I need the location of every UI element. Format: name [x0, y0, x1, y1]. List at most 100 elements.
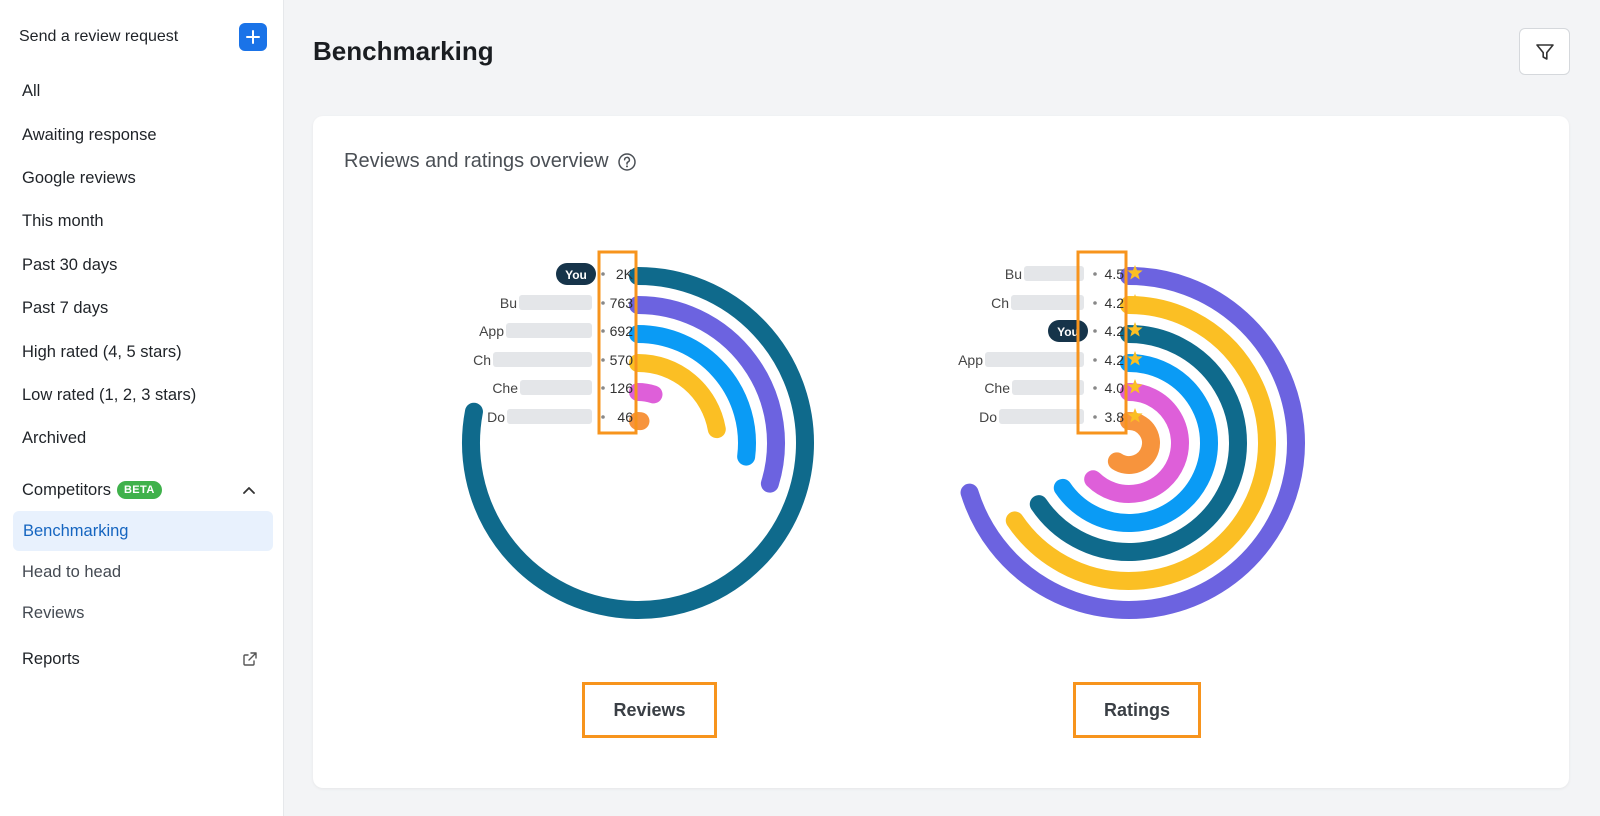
reviews-label-5: Do: [487, 409, 505, 425]
star-icon-2: [1127, 322, 1143, 337]
reviews-arc-3: [629, 354, 726, 439]
external-link-icon: [243, 652, 257, 666]
sidebar-item-low-rated[interactable]: Low rated (1, 2, 3 stars): [22, 386, 197, 404]
ratings-blurred-name-1: [1011, 295, 1084, 310]
benchmarking-label: Benchmarking: [23, 521, 129, 540]
star-icon-5: [1127, 408, 1143, 423]
send-review-request-label: Send a review request: [19, 28, 179, 45]
ratings-arc-4: [1084, 383, 1189, 503]
reviews-value-4: 126: [610, 380, 634, 396]
ratings-blurred-name-0: [1024, 266, 1084, 281]
ratings-arc-2: [1029, 325, 1247, 561]
sidebar-item-head-to-head[interactable]: Head to head: [22, 563, 122, 581]
ratings-values-highlight: [1076, 250, 1128, 435]
reviews-dot-4: [601, 386, 605, 390]
ratings-dot-2: [1093, 329, 1097, 333]
ratings-blurred-name-5: [999, 409, 1084, 424]
ratings-dot-1: [1093, 301, 1097, 305]
sidebar-item-this-month[interactable]: This month: [22, 212, 104, 230]
reviews-values-highlight: [597, 250, 638, 435]
sidebar: Send a review request All Awaiting respo…: [0, 0, 284, 816]
ratings-value-3: 4.2: [1105, 352, 1125, 368]
ratings-value-0: 4.5: [1105, 266, 1125, 282]
reviews-value-3: 570: [610, 352, 634, 368]
reviews-dot-3: [601, 358, 605, 362]
star-icon-1: [1127, 294, 1143, 309]
sidebar-item-archived[interactable]: Archived: [22, 429, 87, 447]
card-title: Reviews and ratings overview: [344, 150, 637, 173]
reviews-value-5: 46: [617, 409, 633, 425]
ratings-blurred-name-3: [985, 352, 1084, 367]
ratings-label-5: Do: [979, 409, 997, 425]
ratings-chart-button[interactable]: Ratings: [1073, 682, 1201, 738]
reviews-blurred-name-1: [519, 295, 592, 310]
reviews-dot-2: [601, 329, 605, 333]
plus-icon: [246, 30, 260, 44]
reviews-dot-1: [601, 301, 605, 305]
reviews-label-3: Ch: [473, 352, 491, 368]
star-icon-4: [1127, 379, 1143, 394]
chevron-up-icon[interactable]: [242, 485, 256, 495]
reviews-blurred-name-3: [493, 352, 592, 367]
ratings-dot-5: [1093, 415, 1097, 419]
sidebar-item-reviews[interactable]: Reviews: [22, 604, 85, 622]
sidebar-item-past-7-days[interactable]: Past 7 days: [22, 299, 109, 317]
card-title-text: Reviews and ratings overview: [344, 150, 609, 172]
ratings-blurred-name-4: [1012, 380, 1084, 395]
reviews-arc-2: [629, 325, 756, 466]
sidebar-item-benchmarking[interactable]: Benchmarking: [13, 511, 273, 551]
sidebar-item-google-reviews[interactable]: Google reviews: [22, 169, 136, 187]
add-review-request-button[interactable]: [239, 23, 267, 51]
reviews-you-badge: [556, 263, 596, 285]
send-review-request-row[interactable]: Send a review request: [19, 22, 267, 52]
reports-label: Reports: [22, 649, 80, 668]
reviews-arc-1: [629, 296, 785, 493]
sidebar-item-high-rated[interactable]: High rated (4, 5 stars): [22, 343, 182, 361]
page-title: Benchmarking: [313, 36, 494, 66]
ratings-label-2: You: [1057, 325, 1079, 339]
reviews-label-4: Che: [492, 380, 518, 396]
sidebar-competitors-toggle[interactable]: Competitors BETA: [22, 478, 262, 502]
ratings-label-3: App: [958, 352, 983, 368]
ratings-value-2: 4.2: [1105, 323, 1125, 339]
reviews-arc-4: [629, 383, 663, 404]
reviews-value-0: 2K: [616, 266, 634, 282]
help-icon[interactable]: [617, 152, 637, 172]
ratings-arc-5: [1107, 412, 1160, 474]
ratings-dot-4: [1093, 386, 1097, 390]
charts-area: You 2K Bu 763 App 692 Ch 570 Che 126 Do 46 Bu 4.5 Ch 4.…: [462, 250, 1305, 619]
ratings-value-4: 4.0: [1105, 380, 1125, 396]
reviews-blurred-name-2: [506, 323, 592, 338]
ratings-label-0: Bu: [1005, 266, 1022, 282]
reviews-value-2: 692: [610, 323, 634, 339]
star-icon-3: [1127, 351, 1143, 366]
reviews-value-1: 763: [610, 295, 634, 311]
star-icon-0: [1127, 265, 1143, 280]
reviews-chart-button[interactable]: Reviews: [582, 682, 717, 738]
filter-button[interactable]: [1519, 28, 1570, 75]
sidebar-item-reports[interactable]: Reports: [22, 648, 262, 670]
beta-badge: BETA: [116, 481, 162, 499]
sidebar-item-all[interactable]: All: [22, 82, 41, 100]
reviews-label-2: App: [479, 323, 504, 339]
reviews-ratings-card: Reviews and ratings overview You 2K Bu 763 A…: [313, 116, 1569, 788]
sidebar-item-past-30-days[interactable]: Past 30 days: [22, 256, 118, 274]
reviews-arc-0: [462, 267, 814, 619]
reviews-blurred-name-4: [520, 380, 592, 395]
ratings-dot-3: [1093, 358, 1097, 362]
ratings-value-1: 4.2: [1105, 295, 1125, 311]
reviews-dot-5: [601, 415, 605, 419]
reviews-label-1: Bu: [500, 295, 517, 311]
ratings-arc-0: [960, 267, 1305, 619]
ratings-arc-3: [1053, 354, 1218, 532]
filter-icon: [1535, 43, 1554, 60]
reviews-label-0: You: [565, 268, 587, 282]
ratings-value-5: 3.8: [1105, 409, 1125, 425]
ratings-dot-0: [1093, 272, 1097, 276]
reviews-dot-0: [601, 272, 605, 276]
ratings-label-1: Ch: [991, 295, 1009, 311]
reviews-blurred-name-5: [507, 409, 592, 424]
sidebar-item-awaiting-response[interactable]: Awaiting response: [22, 126, 157, 144]
ratings-arc-1: [1005, 296, 1276, 590]
ratings-label-4: Che: [984, 380, 1010, 396]
